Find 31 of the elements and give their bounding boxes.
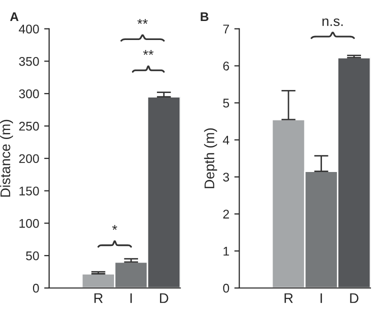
- x-tick-label: R: [284, 293, 293, 303]
- y-tick-label: 300: [19, 89, 39, 98]
- y-tick-label: 3: [223, 172, 230, 182]
- text: **: [137, 18, 148, 24]
- annotation: *: [112, 225, 118, 230]
- x-tick-label: D: [160, 293, 168, 303]
- annotation: **: [143, 50, 154, 55]
- y-tick-label: 50: [26, 251, 39, 260]
- y-tick-label: 100: [20, 219, 39, 228]
- y-tick-label: 2: [223, 210, 229, 218]
- y-tick-label: 0: [32, 284, 39, 293]
- y-tick-label: 250: [19, 122, 39, 131]
- y-tick-label: 150: [20, 186, 39, 196]
- x-tick-label: I: [320, 293, 322, 303]
- y-axis-title: Distance (m): [0, 120, 13, 197]
- y-tick-label: 0: [223, 284, 230, 293]
- y-tick-label: 7: [223, 24, 229, 34]
- y-tick-label: 1: [224, 246, 229, 256]
- chart-title: A: [10, 12, 18, 22]
- x-tick-label: R: [94, 293, 103, 303]
- text: n.s.: [322, 18, 343, 26]
- x-tick-label: D: [350, 293, 358, 303]
- y-tick-label: 5: [223, 98, 230, 108]
- y-axis-title: Depth (m): [204, 128, 218, 188]
- y-tick-label: 6: [223, 62, 230, 70]
- y-tick-label: 400: [18, 24, 39, 34]
- chart-title: B: [200, 12, 208, 22]
- y-tick-label: 4: [222, 136, 230, 144]
- x-tick-label: I: [130, 293, 132, 303]
- y-tick-label: 200: [19, 154, 39, 164]
- y-tick-label: 350: [19, 57, 39, 66]
